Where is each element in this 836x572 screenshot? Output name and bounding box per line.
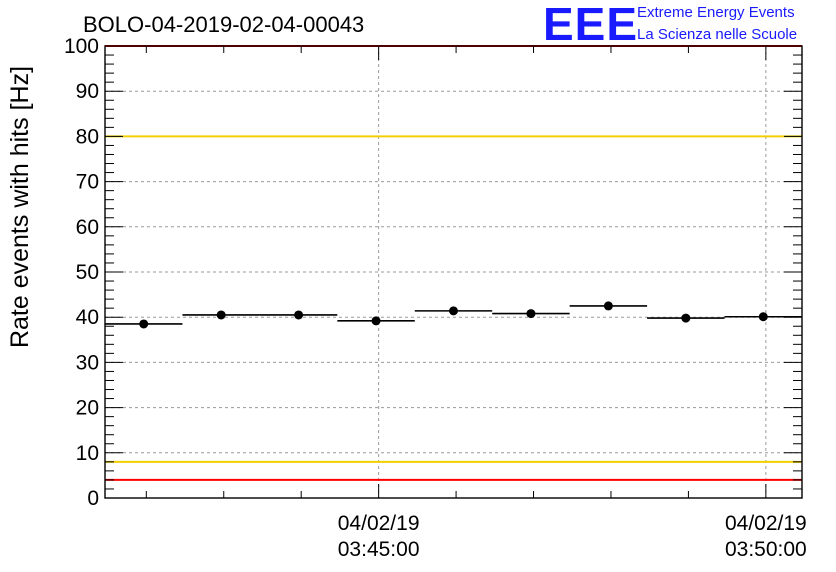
x-tick-time: 03:45:00 [338, 538, 420, 561]
eee-logo: EEE Extreme Energy Events La Scienza nel… [543, 0, 797, 50]
data-point [139, 319, 149, 329]
grid [105, 46, 802, 498]
x-tick-date: 04/02/19 [338, 512, 420, 535]
data-point [216, 310, 226, 320]
reference-lines [105, 45, 802, 481]
y-tick-label: 100 [64, 35, 99, 58]
y-tick-label: 70 [76, 171, 99, 194]
data-point [603, 301, 613, 311]
y-tick-label: 60 [76, 216, 99, 239]
eee-logo-mark: EEE [543, 0, 638, 50]
data-point [294, 310, 304, 320]
y-tick-label: 10 [76, 442, 99, 465]
data-point [758, 312, 768, 322]
y-tick-label: 80 [76, 125, 99, 148]
y-axis-label: Rate events with hits [Hz] [6, 66, 34, 348]
y-tick-label: 30 [76, 351, 99, 374]
data-point [526, 309, 536, 319]
y-tick-label: 20 [76, 397, 99, 420]
y-tick-label: 90 [76, 80, 99, 103]
data-point [371, 316, 381, 326]
data-series [105, 301, 802, 329]
logo-line-2: La Scienza nelle Scuole [637, 26, 797, 43]
x-tick-date: 04/02/19 [725, 512, 807, 535]
y-tick-label: 0 [87, 487, 99, 510]
axes: 0 10 20 30 40 50 60 70 80 90 100 04/02/19 03:45:00 04… [64, 35, 807, 561]
y-tick-label: 40 [76, 306, 99, 329]
y-tick-label: 50 [76, 261, 99, 284]
run-title: BOLO-04-2019-02-04-00043 [83, 12, 364, 37]
data-point [449, 306, 458, 316]
logo-line-1: Extreme Energy Events [637, 4, 795, 21]
x-tick-time: 03:50:00 [725, 538, 807, 561]
data-point [681, 313, 691, 323]
